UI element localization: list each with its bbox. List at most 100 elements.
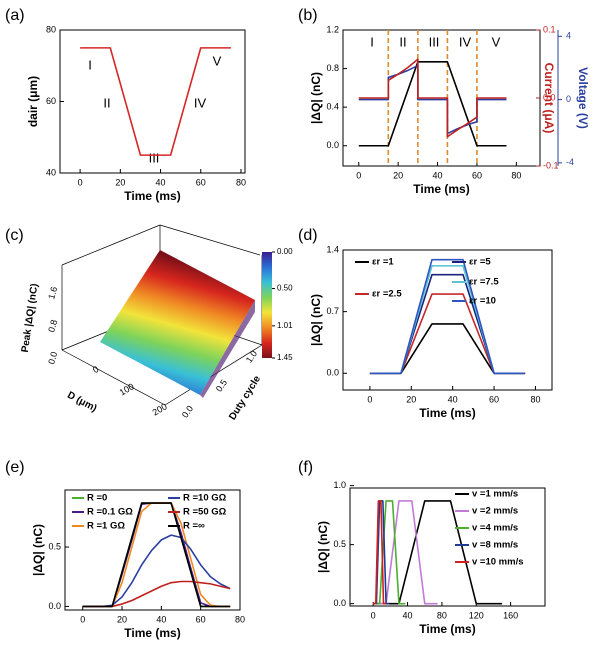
phase-label: V bbox=[213, 53, 222, 68]
phase-label: II bbox=[399, 34, 406, 49]
x-tick-label: 80 bbox=[511, 170, 521, 180]
y-axis-title: |ΔQ| (nC) bbox=[316, 521, 330, 573]
x-tick-label: 60 bbox=[196, 614, 206, 624]
x-tick-label: 40 bbox=[433, 170, 443, 180]
legend-label: R =50 GΩ bbox=[183, 507, 227, 518]
box-edge bbox=[159, 224, 261, 256]
y2-axis-title: Current (μA) bbox=[542, 63, 556, 134]
colorbar-tick-label: 0.00 bbox=[277, 247, 293, 256]
series-line bbox=[358, 64, 507, 135]
y-tick-label: 0.0 bbox=[333, 598, 346, 608]
y-tick-label: 0.5 bbox=[333, 539, 346, 549]
panel: (d) 0 20 40 60 80 0.0 0.7 1.4 Time (ms) |ΔQ| (nC) ε… bbox=[298, 227, 553, 420]
surface-side bbox=[200, 300, 255, 398]
legend-label: R =1 GΩ bbox=[87, 521, 125, 532]
x-tick-label: 60 bbox=[489, 394, 499, 404]
x-axis-title: Time (ms) bbox=[419, 622, 475, 636]
y-axis-title: dair (μm) bbox=[26, 76, 40, 127]
x-tick-label: 40 bbox=[156, 177, 166, 187]
x-tick-label: 200 bbox=[151, 401, 169, 417]
plot-frame bbox=[342, 249, 553, 391]
y-tick-label: 0.0 bbox=[326, 368, 339, 378]
y-tick-label: 1.0 bbox=[333, 480, 346, 490]
y3-tick-label: -4 bbox=[566, 157, 574, 167]
series-line bbox=[373, 500, 387, 605]
series-line bbox=[358, 58, 507, 138]
x-axis-title: Time (ms) bbox=[124, 189, 180, 203]
x-tick-label: 40 bbox=[448, 394, 458, 404]
surface bbox=[100, 250, 255, 395]
series-line bbox=[80, 47, 231, 156]
x-tick-label: 80 bbox=[530, 394, 540, 404]
x-tick-label: 60 bbox=[472, 170, 482, 180]
series-line bbox=[82, 502, 231, 608]
x-axis-title: Time (ms) bbox=[419, 406, 475, 420]
x-tick-label: 20 bbox=[393, 170, 403, 180]
phase-label: V bbox=[492, 34, 501, 49]
y-tick-label: 0.0 bbox=[326, 140, 339, 150]
y-axis-title: |ΔQ| (nC) bbox=[31, 524, 45, 576]
phase-label: IV bbox=[194, 95, 207, 110]
legend-label: εr =2.5 bbox=[372, 289, 402, 300]
series-line bbox=[82, 534, 231, 608]
y-tick-label: 0.5 bbox=[214, 378, 229, 394]
panel-label: (e) bbox=[5, 459, 25, 476]
x-tick-label: 0 bbox=[367, 394, 372, 404]
y2-tick-label: 0.1 bbox=[543, 24, 556, 34]
plot-frame bbox=[64, 489, 241, 611]
x-tick-label: 60 bbox=[196, 177, 206, 187]
y3-tick-label: 4 bbox=[566, 31, 571, 41]
legend-label: v =2 mm/s bbox=[472, 506, 518, 517]
x-axis-title: Time (ms) bbox=[124, 626, 180, 640]
x-axis-title: Time (ms) bbox=[413, 182, 469, 196]
series-line bbox=[373, 500, 503, 605]
x-tick-label: 20 bbox=[406, 394, 416, 404]
legend-label: v =10 mm/s bbox=[472, 557, 524, 568]
x-tick-label: 20 bbox=[117, 614, 127, 624]
panel: (c) 0.0 0.8 1.6 Peak |ΔQ| (nC) 0 100 200 D (μm) 0… bbox=[5, 224, 293, 422]
series-line bbox=[358, 61, 507, 147]
y-tick-label: 0.8 bbox=[326, 63, 339, 73]
legend-label: R =∞ bbox=[183, 521, 205, 532]
x-tick-label: 0 bbox=[80, 614, 85, 624]
y-tick-label: 40 bbox=[46, 167, 56, 177]
series-line bbox=[82, 502, 231, 608]
z-tick-label: 1.6 bbox=[46, 286, 59, 301]
series-line bbox=[369, 258, 526, 375]
series-line bbox=[82, 502, 231, 608]
colorbar bbox=[262, 252, 272, 358]
series-line bbox=[369, 293, 526, 375]
panel: (f) 0 40 80 120 160 0.0 0.5 1.0 Time (ms) |ΔQ| (nC… bbox=[298, 459, 546, 636]
y-tick-label: 0.0 bbox=[48, 601, 61, 611]
series-line bbox=[369, 265, 526, 375]
y3-tick-label: 0 bbox=[566, 94, 571, 104]
plot-frame bbox=[349, 487, 546, 607]
phase-label: IV bbox=[459, 34, 472, 49]
phase-label: III bbox=[149, 150, 160, 165]
x-tick-label: 20 bbox=[115, 177, 125, 187]
x-tick-label: 160 bbox=[503, 610, 518, 620]
x-tick-label: 80 bbox=[437, 610, 447, 620]
colorbar-tick-label: 0.50 bbox=[277, 284, 293, 293]
x-tick-label: 120 bbox=[469, 610, 484, 620]
z-axis-title: Peak |ΔQ| (nC) bbox=[20, 283, 41, 353]
x-tick-label: 0 bbox=[356, 170, 361, 180]
colorbar-tick-label: 1.45 bbox=[277, 353, 293, 362]
panel-label: (d) bbox=[298, 227, 318, 244]
y-axis-title: |ΔQ| (nC) bbox=[309, 294, 323, 346]
y2-tick-label: -0.1 bbox=[543, 160, 559, 170]
legend-label: εr =10 bbox=[469, 296, 496, 307]
legend-label: R =10 GΩ bbox=[183, 493, 227, 504]
y-tick-label: 1.2 bbox=[326, 24, 339, 34]
y-tick-label: 0.7 bbox=[326, 306, 339, 316]
legend-label: εr =1 bbox=[372, 257, 394, 268]
x-axis-title: D (μm) bbox=[65, 390, 98, 415]
z-tick-label: 0.0 bbox=[46, 351, 59, 366]
legend-label: εr =7.5 bbox=[469, 277, 499, 288]
box-edge bbox=[61, 349, 166, 406]
y-tick-label: 0.4 bbox=[326, 102, 339, 112]
y-tick-label: 80 bbox=[46, 24, 56, 34]
series-line bbox=[82, 502, 231, 608]
